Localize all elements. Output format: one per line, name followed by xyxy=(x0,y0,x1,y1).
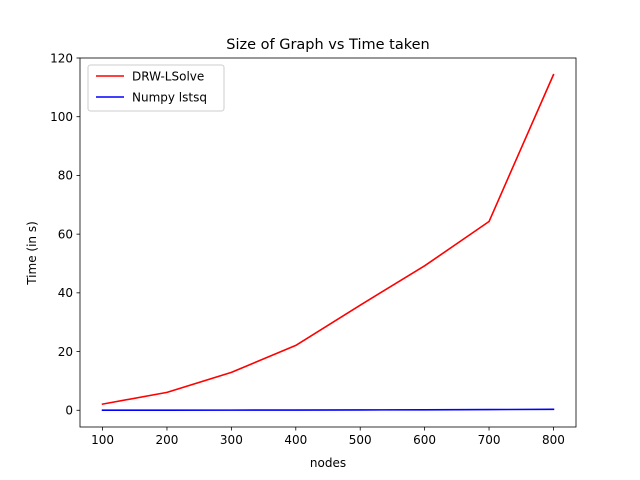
y-tick-label: 60 xyxy=(58,227,73,241)
x-tick-label: 800 xyxy=(542,433,565,447)
x-tick-label: 400 xyxy=(284,433,307,447)
x-tick-label: 600 xyxy=(413,433,436,447)
y-tick-label: 0 xyxy=(65,404,73,418)
x-tick-label: 100 xyxy=(91,433,114,447)
legend-label: Numpy lstsq xyxy=(132,90,207,104)
x-axis-label: nodes xyxy=(310,456,346,470)
legend-label: DRW-LSolve xyxy=(132,69,204,83)
series-line-2 xyxy=(101,408,555,412)
y-tick-label: 20 xyxy=(58,345,73,359)
x-tick-label: 700 xyxy=(478,433,501,447)
x-tick-label: 200 xyxy=(156,433,179,447)
axes-frame xyxy=(79,57,577,428)
y-axis-label: Time (in s) xyxy=(25,221,39,286)
chart-title: Size of Graph vs Time taken xyxy=(226,37,429,53)
y-tick-label: 80 xyxy=(58,169,73,183)
y-tick-label: 120 xyxy=(50,51,73,65)
x-tick-label: 500 xyxy=(349,433,372,447)
legend: DRW-LSolve Numpy lstsq xyxy=(87,64,225,112)
y-tick-label: 100 xyxy=(50,110,73,124)
plot-area: 100 200 300 400 500 600 700 800 0 20 40 60 80 100 120 xyxy=(50,51,577,447)
x-tick-label: 300 xyxy=(220,433,243,447)
series-line-1 xyxy=(101,73,555,406)
y-tick-label: 40 xyxy=(58,286,73,300)
